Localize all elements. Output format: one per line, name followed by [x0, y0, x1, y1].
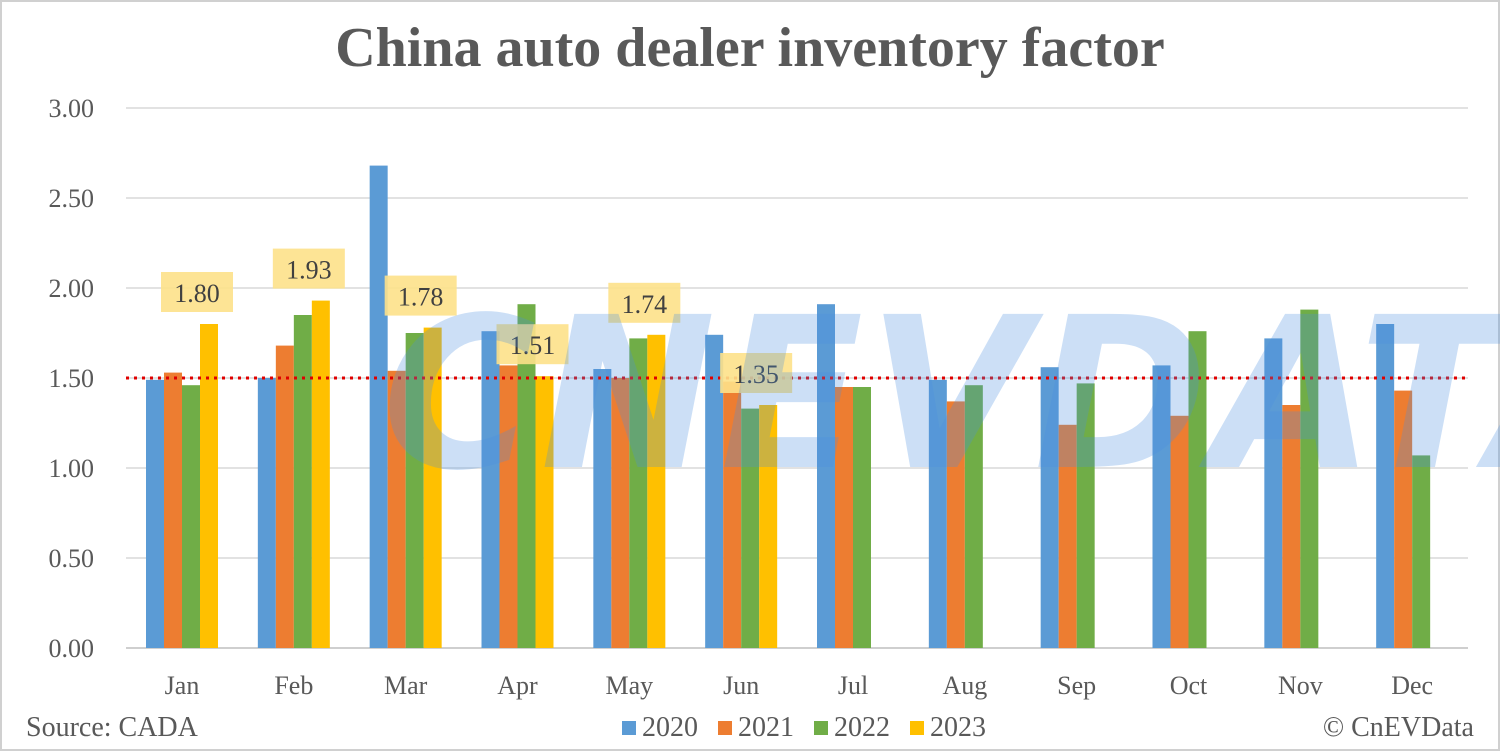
data-label-box [720, 353, 793, 393]
legend-label: 2023 [930, 712, 986, 743]
data-label-box [161, 272, 233, 312]
bar-2023-mar [423, 327, 442, 648]
bar-2023-may [647, 334, 666, 648]
bar-2021-jun [723, 381, 742, 648]
legend-swatch [814, 721, 828, 735]
y-tick-label: 1.50 [49, 364, 95, 393]
bar-2022-feb [293, 315, 312, 648]
bar-2020-aug [928, 379, 947, 648]
y-tick-label: 1.00 [49, 454, 95, 483]
data-label: 1.51 [510, 331, 556, 360]
bar-2022-oct [1188, 331, 1207, 648]
legend-swatch [910, 721, 924, 735]
legend-label: 2020 [642, 712, 698, 743]
y-tick-label: 2.50 [49, 184, 95, 213]
x-tick-label: Oct [1170, 671, 1208, 700]
legend-item-2023: 2023 [910, 712, 986, 744]
data-label-box [272, 248, 345, 289]
x-tick-label: Mar [384, 671, 428, 700]
bar-2022-jan [182, 385, 200, 648]
data-label: 1.35 [733, 360, 779, 389]
bar-2021-oct [1170, 415, 1189, 648]
bar-2020-jun [705, 334, 724, 648]
x-tick-label: Feb [274, 671, 313, 700]
bar-2020-apr [481, 331, 500, 648]
credit-note: © CnEVData [1322, 712, 1474, 743]
y-tick-label: 0.00 [49, 634, 95, 663]
x-tick-label: Nov [1278, 671, 1323, 700]
bar-2020-sep [1040, 367, 1059, 648]
legend: 2020 2021 2022 2023 [622, 712, 986, 744]
bar-2022-nov [1300, 309, 1319, 648]
bar-2020-jan [146, 379, 164, 648]
bar-2022-jun [741, 408, 760, 648]
data-label-box [384, 275, 457, 316]
bar-2022-mar [405, 333, 424, 648]
bar-2021-sep [1058, 424, 1077, 648]
bar-2022-aug [964, 385, 983, 648]
data-label-box [608, 282, 681, 323]
y-tick-label: 3.00 [49, 94, 95, 123]
legend-swatch [718, 721, 732, 735]
bar-2022-sep [1076, 383, 1095, 648]
legend-label: 2022 [834, 712, 890, 743]
bar-2022-jul [853, 387, 871, 648]
legend-item-2020: 2020 [622, 712, 698, 744]
y-tick-label: 2.00 [49, 274, 95, 303]
bar-2021-nov [1282, 405, 1301, 648]
x-tick-label: Jan [165, 671, 200, 700]
bar-2022-may [629, 338, 648, 648]
bar-2021-dec [1394, 390, 1413, 648]
x-tick-label: Dec [1391, 671, 1433, 700]
chart-title: China auto dealer inventory factor [335, 17, 1165, 79]
bar-2020-dec [1376, 324, 1395, 648]
bar-2023-jan [200, 324, 218, 648]
bar-2023-feb [311, 300, 330, 648]
x-tick-label: Aug [942, 671, 987, 700]
x-tick-label: May [605, 671, 653, 700]
bar-2021-jan [164, 372, 182, 648]
bar-2020-mar [369, 165, 388, 648]
data-label: 1.78 [398, 283, 444, 312]
y-tick-label: 0.50 [49, 544, 95, 573]
bar-2021-apr [499, 365, 518, 648]
source-note: Source: CADA [26, 712, 198, 743]
legend-label: 2021 [738, 712, 794, 743]
bar-2020-feb [257, 378, 276, 648]
legend-swatch [622, 721, 636, 735]
bar-2021-mar [387, 370, 406, 648]
x-tick-label: Jun [723, 671, 759, 700]
bar-2020-jul [817, 304, 835, 648]
x-tick-label: Jul [838, 671, 868, 700]
x-tick-label: Apr [497, 671, 538, 700]
x-tick-label: Sep [1057, 671, 1096, 700]
data-label-box [496, 324, 569, 365]
bar-2020-may [593, 369, 612, 648]
bar-2021-may [611, 378, 630, 648]
data-label: 1.93 [286, 256, 332, 285]
bar-2023-jun [759, 405, 778, 648]
bar-2022-apr [517, 304, 536, 648]
legend-item-2022: 2022 [814, 712, 890, 744]
bar-2021-feb [275, 345, 294, 648]
bar-2020-nov [1264, 338, 1283, 648]
bar-2022-dec [1412, 455, 1431, 648]
data-label: 1.80 [174, 279, 220, 308]
data-label: 1.74 [622, 290, 668, 319]
bar-2021-aug [946, 401, 965, 648]
bar-2020-oct [1152, 365, 1171, 648]
bar-2021-jul [835, 387, 853, 648]
legend-item-2021: 2021 [718, 712, 794, 744]
bar-2023-apr [535, 376, 554, 648]
